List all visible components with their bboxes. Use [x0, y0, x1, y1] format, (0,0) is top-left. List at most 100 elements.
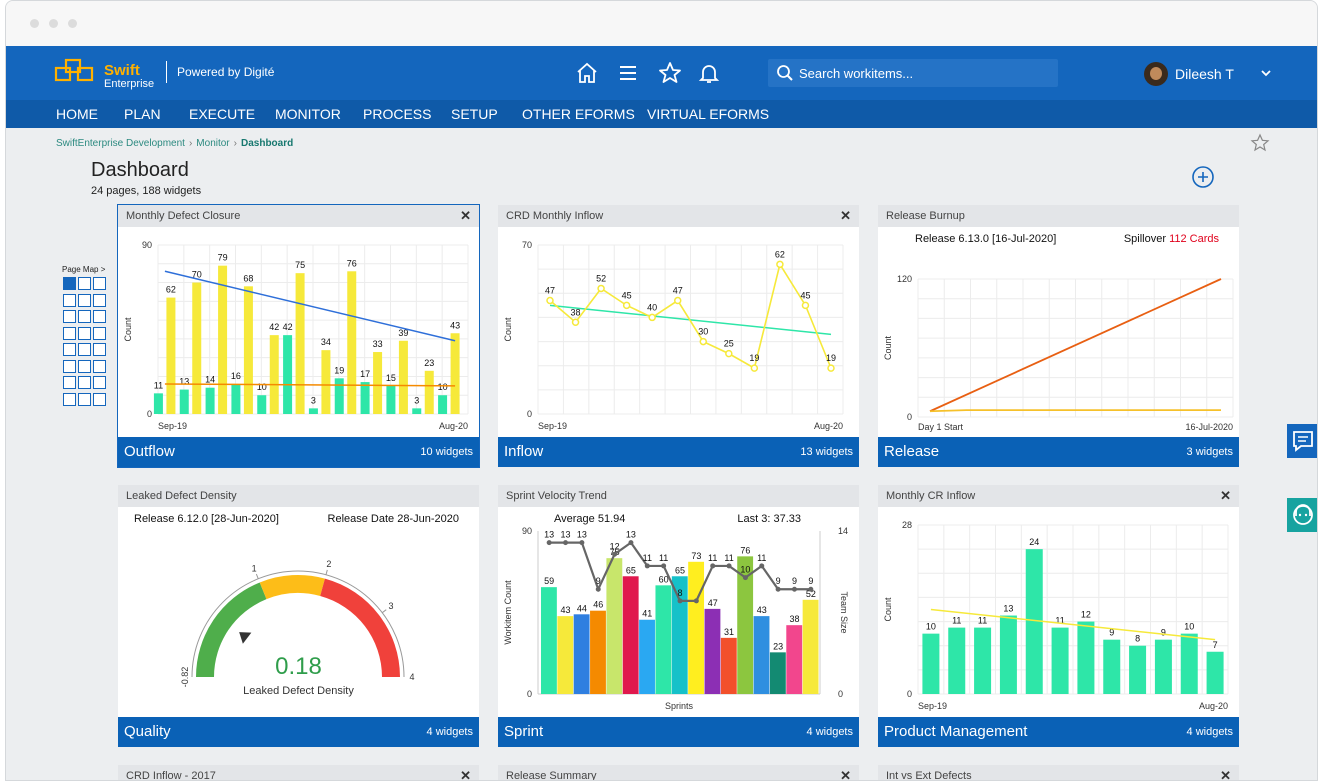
chat-button[interactable] [1287, 424, 1317, 458]
card-chart: 90 0 Count Sep-19 Aug-20 62 11 70 13 79 14 68 16 42 10… [118, 227, 479, 435]
page-map-cell[interactable] [63, 326, 76, 340]
page-map-cell[interactable] [78, 359, 91, 373]
breadcrumb: SwiftEnterprise Development › Monitor › Dash… [56, 138, 293, 149]
data-label: 23 [424, 358, 434, 368]
widget-card-product-management[interactable]: Monthly CR Inflow ✕ 28 0 Count Sep-19 Aug-20… [878, 485, 1239, 747]
page-map-cell[interactable] [78, 343, 91, 356]
star-icon[interactable] [657, 60, 683, 86]
nav-item-setup[interactable]: SETUP [451, 106, 498, 122]
page-map-cell[interactable] [63, 277, 76, 290]
close-icon[interactable]: ✕ [1220, 768, 1231, 781]
page-map-cell[interactable] [63, 376, 76, 389]
bell-icon[interactable] [696, 60, 722, 86]
page-map-cell[interactable] [93, 376, 106, 389]
card-title: Release Summary [506, 770, 597, 781]
data-point [827, 364, 835, 372]
team-size-label: 13 [577, 530, 587, 540]
close-icon[interactable]: ✕ [840, 208, 851, 223]
bar-green [283, 335, 293, 414]
widget-card-partial[interactable]: Release Summary ✕ [498, 765, 859, 781]
avatar[interactable] [1144, 62, 1168, 86]
breadcrumb-separator: › [188, 138, 193, 149]
widget-card-sprint[interactable]: Sprint Velocity Trend Average 51.94 Last… [498, 485, 859, 747]
data-label: 3 [311, 395, 316, 405]
bar-yellow [450, 333, 460, 414]
page-map-cell[interactable] [93, 310, 106, 323]
nav-item-home[interactable]: HOME [56, 106, 98, 122]
app-logo[interactable]: Swift Enterprise [54, 56, 154, 90]
bar-green [257, 395, 267, 414]
favorite-star-icon[interactable] [1250, 133, 1270, 153]
window-dot[interactable] [49, 19, 58, 28]
gauge-max-label: 4 [409, 672, 414, 682]
search-box[interactable]: Search workitems... [768, 59, 1058, 87]
widget-card-outflow[interactable]: Monthly Defect Closure ✕ 90 0 Count Sep-19 A… [117, 204, 480, 468]
spillover-text: Spillover [1123, 233, 1166, 245]
widget-card-quality[interactable]: Leaked Defect Density Release 6.12.0 [28… [118, 485, 479, 747]
close-icon[interactable]: ✕ [460, 208, 471, 223]
data-label: 43 [561, 605, 571, 615]
nav-item-virtual-eforms[interactable]: VIRTUAL EFORMS [647, 106, 770, 122]
page-map-cell[interactable] [78, 376, 91, 389]
nav-item-other-eforms[interactable]: OTHER EFORMS [522, 106, 635, 122]
page-map-cell[interactable] [93, 392, 106, 406]
page-map-cell[interactable] [63, 392, 76, 406]
nav-item-plan[interactable]: PLAN [124, 106, 161, 122]
page-map-cell[interactable] [63, 293, 76, 307]
card-footer[interactable]: Outflow 10 widgets [118, 437, 479, 467]
widget-card-release[interactable]: Release Burnup Release 6.13.0 [16-Jul-20… [878, 205, 1239, 467]
widget-card-partial[interactable]: Int vs Ext Defects ✕ [878, 765, 1239, 781]
page-map-cell[interactable] [78, 277, 91, 290]
page-map-cell[interactable] [78, 293, 91, 307]
nav-item-monitor[interactable]: MONITOR [275, 106, 341, 122]
page-map-cell[interactable] [93, 293, 106, 307]
close-icon[interactable]: ✕ [460, 768, 471, 781]
search-input[interactable]: Search workitems... [799, 66, 914, 81]
page-map-cell[interactable] [63, 359, 76, 373]
page-map-cell[interactable] [93, 277, 106, 290]
user-name[interactable]: Dileesh T [1175, 66, 1234, 82]
close-icon[interactable]: ✕ [840, 768, 851, 781]
widget-card-partial[interactable]: CRD Inflow - 2017 ✕ [118, 765, 479, 781]
menu-icon[interactable] [615, 60, 641, 86]
team-size-label: 12 [610, 541, 620, 551]
page-map-cell[interactable] [93, 326, 106, 340]
chevron-down-icon[interactable] [1259, 66, 1273, 80]
card-widget-count: 13 widgets [800, 446, 853, 458]
page-map-cell[interactable] [63, 343, 76, 356]
home-icon[interactable] [574, 60, 600, 86]
window-dot[interactable] [30, 19, 39, 28]
card-footer[interactable]: Sprint 4 widgets [498, 717, 859, 747]
breadcrumb-item[interactable]: SwiftEnterprise Development [56, 138, 185, 149]
support-button[interactable] [1287, 498, 1317, 532]
page-map-cell[interactable] [78, 310, 91, 323]
data-label: 52 [596, 273, 606, 283]
x-tick-label: Aug-20 [814, 421, 843, 431]
card-footer[interactable]: Quality 4 widgets [118, 717, 479, 747]
close-icon[interactable]: ✕ [1220, 488, 1231, 503]
card-footer[interactable]: Product Management 4 widgets [878, 717, 1239, 747]
page-map-cell[interactable] [93, 359, 106, 373]
data-point [750, 364, 759, 372]
widget-card-inflow[interactable]: CRD Monthly Inflow ✕ 70 0 Count Sep-19 Aug-2… [498, 205, 859, 467]
gauge-value: 0.18 [275, 653, 322, 680]
card-footer[interactable]: Inflow 13 widgets [498, 437, 859, 467]
spillover-label: Spillover 112 Cards [1124, 233, 1219, 245]
velocity-bar [639, 619, 655, 694]
nav-item-execute[interactable]: EXECUTE [189, 106, 256, 122]
page-map-cell[interactable] [78, 392, 91, 406]
breadcrumb-item[interactable]: Monitor [196, 138, 230, 149]
page-map-cell[interactable] [93, 343, 106, 356]
nav-item-process[interactable]: PROCESS [363, 106, 432, 122]
y2-tick-label: 0 [838, 689, 843, 699]
add-circle-icon[interactable] [1191, 165, 1215, 189]
page-map-cell[interactable] [78, 326, 91, 340]
window-dot[interactable] [68, 19, 77, 28]
team-size-point [677, 598, 683, 604]
card-footer[interactable]: Release 3 widgets [878, 437, 1239, 467]
data-label: 39 [398, 328, 408, 338]
page-map-label[interactable]: Page Map > [62, 265, 106, 274]
page-map-cell[interactable] [63, 310, 76, 323]
velocity-bar [802, 599, 819, 694]
y-tick-label: 70 [522, 240, 532, 250]
